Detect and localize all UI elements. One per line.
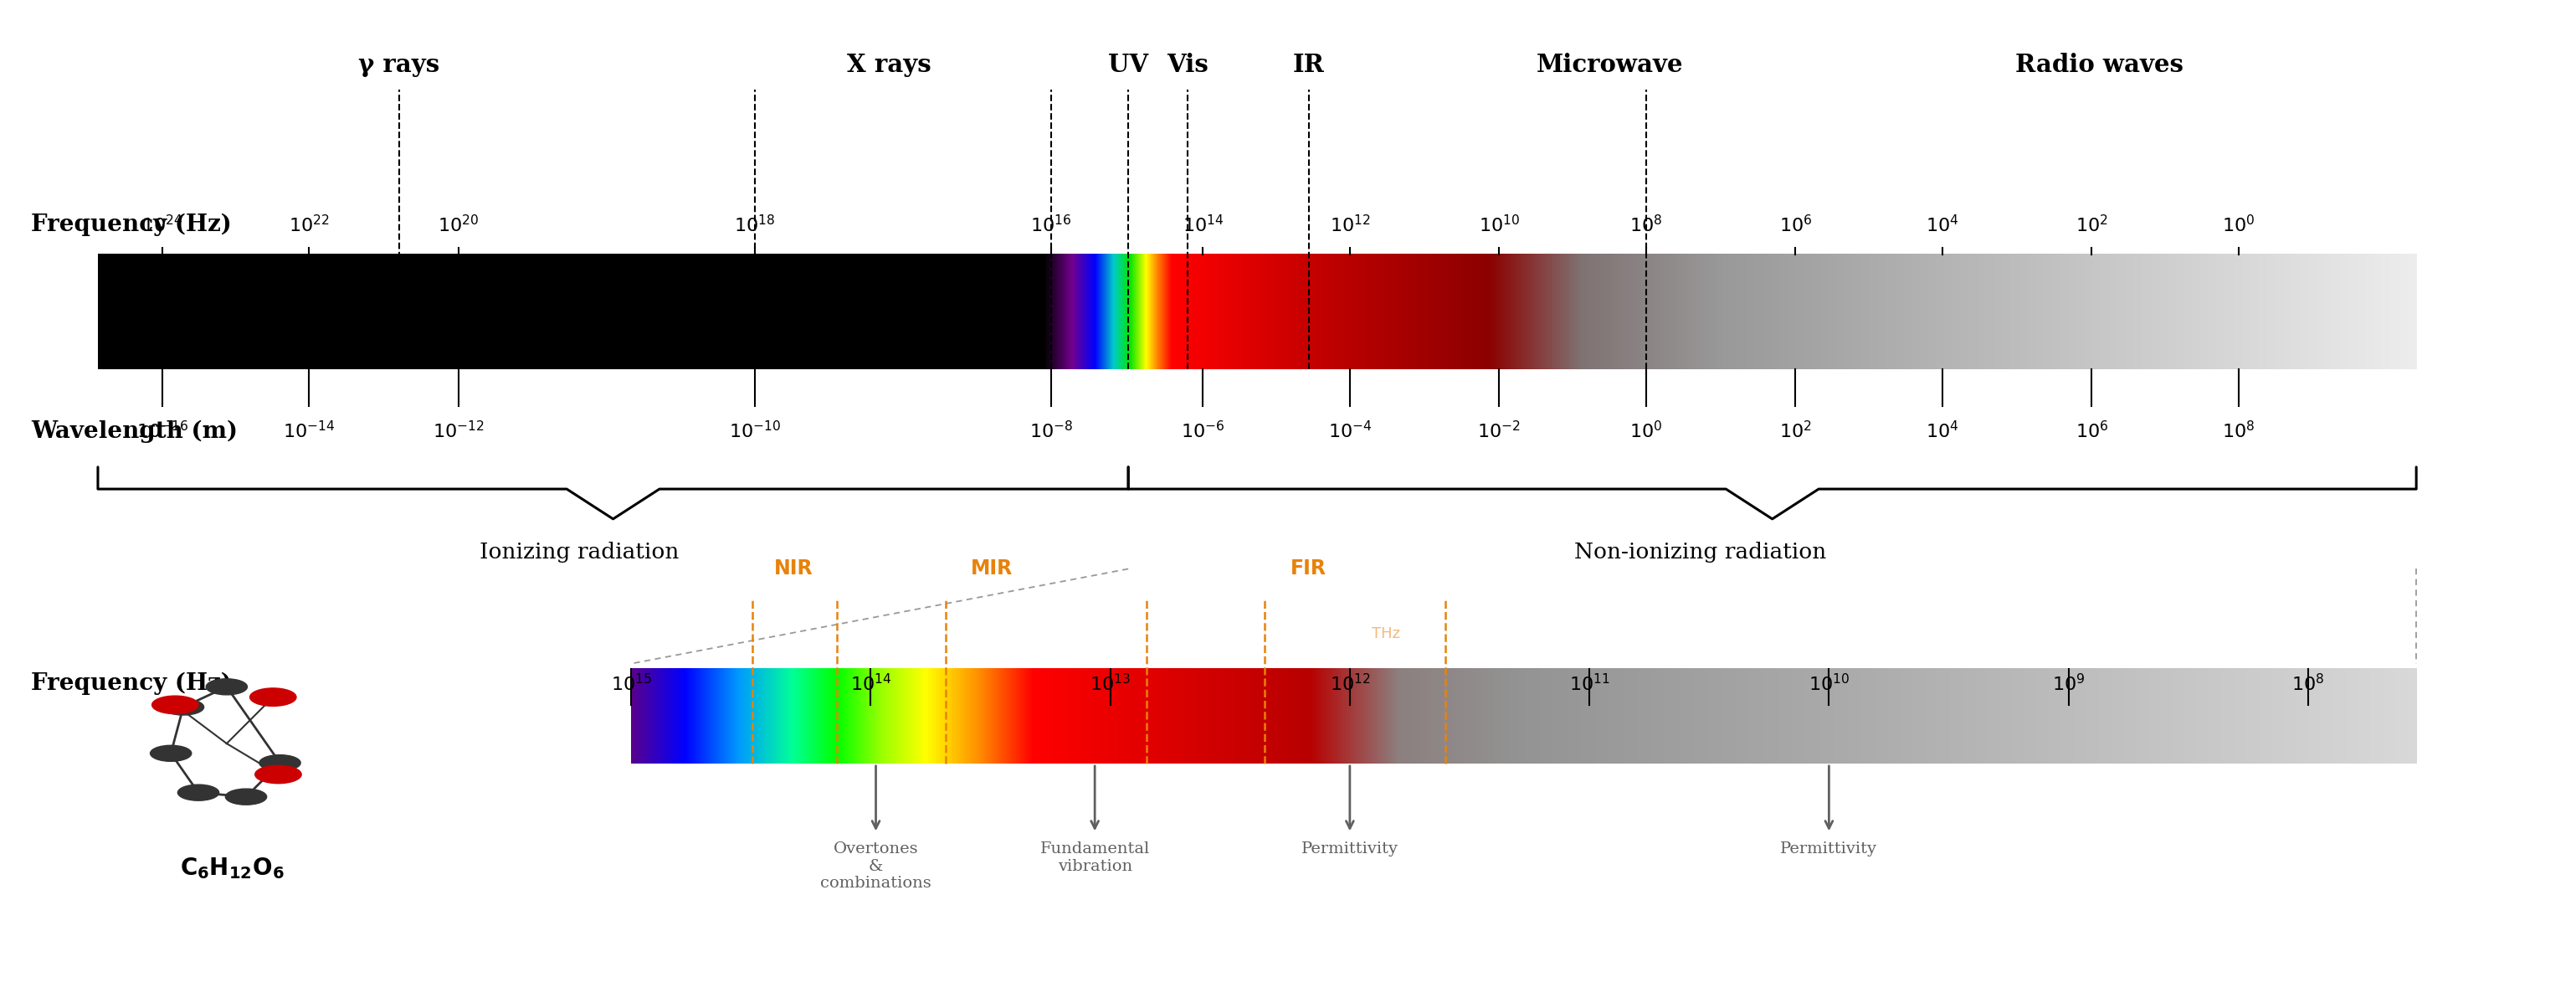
Text: $10^{20}$: $10^{20}$ — [438, 214, 479, 236]
Circle shape — [250, 689, 296, 707]
Text: Vis: Vis — [1167, 53, 1208, 77]
Text: $10^{2}$: $10^{2}$ — [2076, 214, 2107, 236]
Text: $10^{9}$: $10^{9}$ — [2053, 673, 2084, 695]
Text: $10^{2}$: $10^{2}$ — [1780, 420, 1811, 442]
Text: $10^{-14}$: $10^{-14}$ — [283, 420, 335, 442]
Text: $\mathbf{C_6H_{12}O_6}$: $\mathbf{C_6H_{12}O_6}$ — [180, 855, 283, 881]
Text: $10^{16}$: $10^{16}$ — [1030, 214, 1072, 236]
Text: THz: THz — [1370, 626, 1401, 642]
Text: $10^{12}$: $10^{12}$ — [1329, 214, 1370, 236]
Circle shape — [260, 754, 301, 770]
Text: $10^{18}$: $10^{18}$ — [734, 214, 775, 236]
Text: Permittivity: Permittivity — [1301, 841, 1399, 856]
Text: $10^{12}$: $10^{12}$ — [1329, 673, 1370, 695]
Text: $10^{-8}$: $10^{-8}$ — [1030, 420, 1072, 442]
Text: IR: IR — [1293, 53, 1324, 77]
Text: Non-ionizing radiation: Non-ionizing radiation — [1574, 542, 1826, 563]
Text: $10^{11}$: $10^{11}$ — [1569, 673, 1610, 695]
Circle shape — [255, 765, 301, 783]
Circle shape — [227, 788, 268, 804]
Text: Overtones
&
combinations: Overtones & combinations — [819, 841, 933, 891]
Text: $10^{-6}$: $10^{-6}$ — [1180, 420, 1226, 442]
Text: $10^{8}$: $10^{8}$ — [2293, 673, 2324, 695]
Text: $10^{14}$: $10^{14}$ — [850, 673, 891, 695]
Text: $10^{6}$: $10^{6}$ — [1780, 214, 1811, 236]
Circle shape — [206, 679, 247, 695]
Text: $10^{6}$: $10^{6}$ — [2076, 420, 2107, 442]
Circle shape — [178, 784, 219, 800]
Text: FIR: FIR — [1291, 559, 1327, 579]
Text: $10^{-10}$: $10^{-10}$ — [729, 420, 781, 442]
Text: $10^{-4}$: $10^{-4}$ — [1327, 420, 1373, 442]
Text: Frequency (Hz): Frequency (Hz) — [31, 673, 232, 695]
Circle shape — [162, 699, 204, 715]
Text: Radio waves: Radio waves — [2014, 53, 2184, 77]
Text: $10^{10}$: $10^{10}$ — [1479, 214, 1520, 236]
Text: Permittivity: Permittivity — [1780, 841, 1878, 856]
Text: Microwave: Microwave — [1535, 53, 1685, 77]
Circle shape — [152, 696, 198, 714]
Text: $10^{8}$: $10^{8}$ — [1631, 214, 1662, 236]
Text: UV: UV — [1108, 53, 1149, 77]
Text: Fundamental
vibration: Fundamental vibration — [1041, 841, 1149, 874]
Circle shape — [149, 746, 191, 761]
Text: $10^{13}$: $10^{13}$ — [1090, 673, 1131, 695]
Text: NIR: NIR — [773, 559, 814, 579]
Text: $10^{8}$: $10^{8}$ — [2223, 420, 2254, 442]
Text: Frequency (Hz): Frequency (Hz) — [31, 214, 232, 236]
Text: γ rays: γ rays — [358, 53, 440, 77]
Text: $10^{0}$: $10^{0}$ — [1631, 420, 1662, 442]
Text: Wavelength (m): Wavelength (m) — [31, 420, 237, 442]
Text: $10^{-2}$: $10^{-2}$ — [1479, 420, 1520, 442]
Text: MIR: MIR — [971, 559, 1012, 579]
Text: $10^{-12}$: $10^{-12}$ — [433, 420, 484, 442]
Text: $10^{0}$: $10^{0}$ — [2223, 214, 2254, 236]
Text: Ionizing radiation: Ionizing radiation — [479, 542, 680, 563]
Text: $10^{14}$: $10^{14}$ — [1182, 214, 1224, 236]
Text: X rays: X rays — [848, 53, 930, 77]
Text: $10^{-16}$: $10^{-16}$ — [137, 420, 188, 442]
Text: $10^{4}$: $10^{4}$ — [1927, 420, 1958, 442]
Text: $10^{22}$: $10^{22}$ — [289, 214, 330, 236]
Text: $10^{10}$: $10^{10}$ — [1808, 673, 1850, 695]
Text: $10^{15}$: $10^{15}$ — [611, 673, 652, 695]
Text: $10^{4}$: $10^{4}$ — [1927, 214, 1958, 236]
Text: $10^{24}$: $10^{24}$ — [142, 214, 183, 236]
